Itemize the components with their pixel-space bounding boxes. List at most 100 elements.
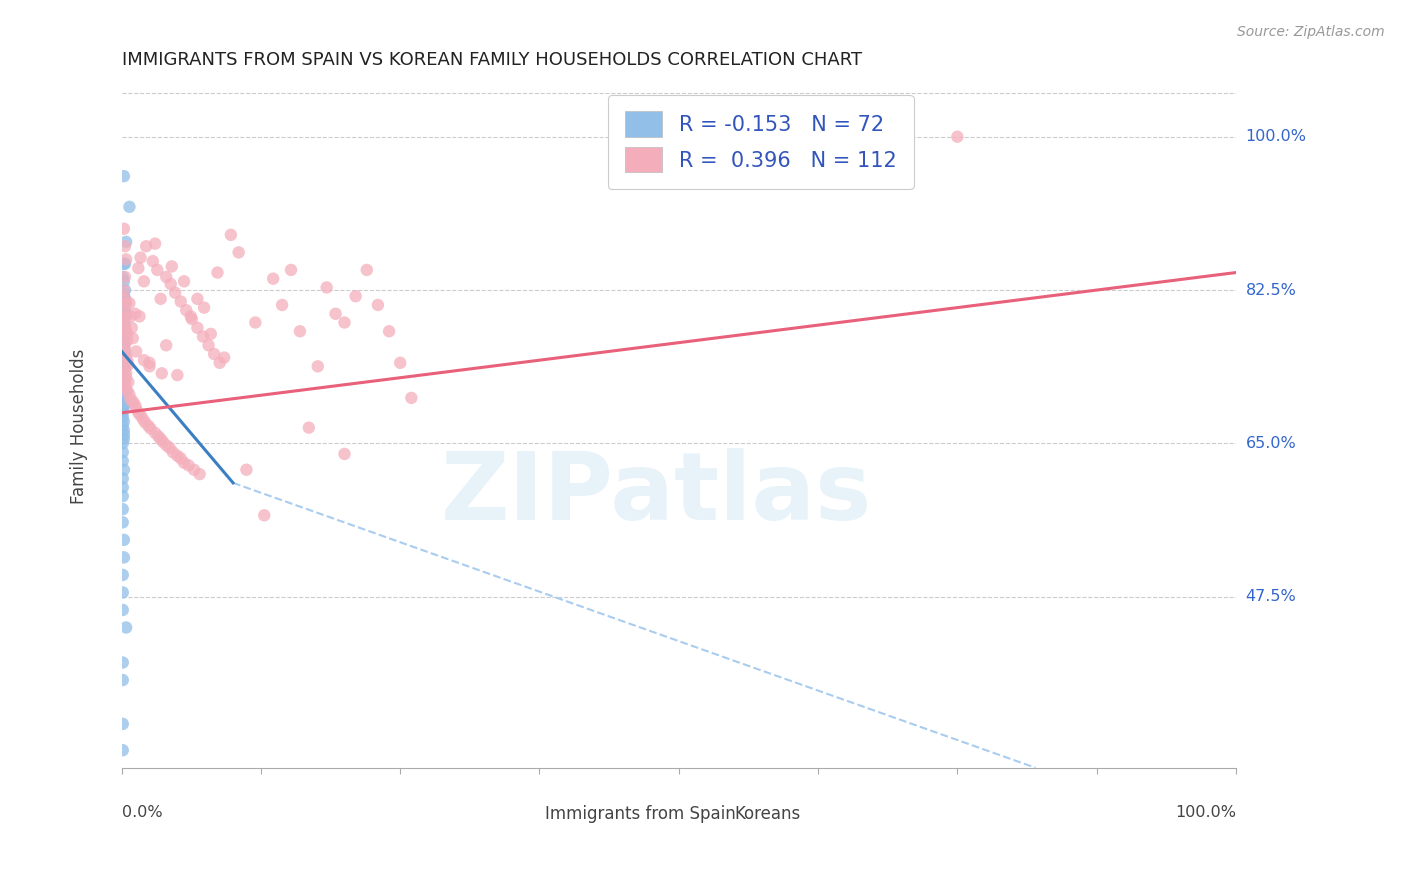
Point — [135, 239, 157, 253]
Point — [367, 298, 389, 312]
Point — [115, 620, 138, 634]
Point — [112, 340, 135, 354]
Point — [112, 169, 135, 183]
Text: Koreans: Koreans — [734, 805, 801, 823]
Legend: R = -0.153   N = 72, R =  0.396   N = 112: R = -0.153 N = 72, R = 0.396 N = 112 — [609, 95, 914, 189]
Point — [155, 438, 177, 452]
Point — [114, 310, 136, 324]
Point — [114, 362, 136, 376]
Point — [111, 502, 134, 516]
Point — [146, 263, 169, 277]
Point — [111, 367, 134, 381]
Point — [127, 261, 149, 276]
Point — [280, 263, 302, 277]
Point — [112, 388, 135, 402]
Point — [114, 338, 136, 352]
Point — [111, 656, 134, 670]
Point — [138, 359, 160, 374]
Point — [202, 347, 225, 361]
Point — [112, 373, 135, 387]
Point — [138, 418, 160, 433]
Point — [117, 358, 139, 372]
Point — [333, 447, 356, 461]
Point — [114, 239, 136, 253]
Point — [150, 367, 173, 381]
Point — [170, 294, 193, 309]
Text: 65.0%: 65.0% — [1246, 436, 1296, 451]
Point — [112, 353, 135, 368]
Point — [118, 296, 141, 310]
Point — [142, 254, 165, 268]
Text: 47.5%: 47.5% — [1246, 590, 1296, 604]
Point — [129, 409, 152, 423]
Point — [298, 420, 321, 434]
Point — [114, 283, 136, 297]
Text: Family Households: Family Households — [70, 348, 89, 504]
Point — [115, 349, 138, 363]
Point — [120, 392, 142, 407]
Point — [186, 320, 208, 334]
Point — [235, 463, 257, 477]
Point — [111, 403, 134, 417]
Point — [111, 379, 134, 393]
Point — [111, 489, 134, 503]
Point — [111, 392, 134, 407]
Text: 100.0%: 100.0% — [1246, 129, 1306, 145]
Point — [114, 397, 136, 411]
Point — [114, 379, 136, 393]
Point — [356, 263, 378, 277]
Point — [115, 235, 138, 249]
Point — [112, 349, 135, 363]
Point — [111, 356, 134, 370]
Point — [115, 252, 138, 267]
Point — [117, 375, 139, 389]
Point — [115, 370, 138, 384]
Point — [149, 432, 172, 446]
Point — [111, 326, 134, 341]
Point — [333, 316, 356, 330]
Point — [114, 269, 136, 284]
Point — [112, 257, 135, 271]
Point — [111, 436, 134, 450]
Point — [111, 568, 134, 582]
Point — [271, 298, 294, 312]
Point — [114, 292, 136, 306]
Point — [121, 331, 143, 345]
Point — [129, 251, 152, 265]
Point — [111, 370, 134, 384]
Point — [219, 227, 242, 242]
Point — [115, 324, 138, 338]
Point — [389, 356, 412, 370]
Point — [165, 285, 187, 300]
Point — [111, 471, 134, 485]
FancyBboxPatch shape — [702, 798, 728, 819]
Point — [112, 287, 135, 301]
Point — [149, 292, 172, 306]
Point — [111, 335, 134, 350]
Point — [114, 305, 136, 319]
Point — [114, 305, 136, 319]
Point — [112, 274, 135, 288]
Point — [315, 280, 337, 294]
Point — [183, 463, 205, 477]
Point — [115, 333, 138, 347]
Point — [401, 391, 423, 405]
Point — [111, 673, 134, 687]
Point — [170, 451, 193, 466]
Point — [111, 418, 134, 433]
Point — [112, 361, 135, 376]
Point — [114, 305, 136, 319]
Point — [115, 384, 138, 398]
Point — [111, 603, 134, 617]
Point — [112, 423, 135, 437]
Point — [112, 427, 135, 442]
Point — [115, 367, 138, 381]
Point — [118, 387, 141, 401]
Point — [111, 287, 134, 301]
Point — [200, 326, 222, 341]
Point — [125, 344, 148, 359]
Point — [112, 358, 135, 372]
Point — [111, 269, 134, 284]
Point — [155, 338, 177, 352]
Point — [112, 292, 135, 306]
